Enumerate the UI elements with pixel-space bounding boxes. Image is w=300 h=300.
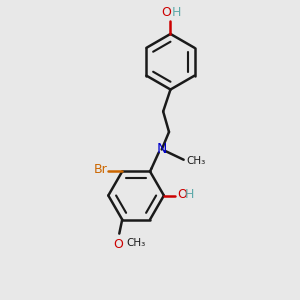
Text: O: O [177, 188, 187, 201]
Text: N: N [157, 142, 167, 157]
Text: Br: Br [93, 164, 107, 176]
Text: CH₃: CH₃ [127, 238, 146, 248]
Text: O: O [113, 238, 123, 251]
Text: O: O [161, 6, 171, 19]
Text: H: H [172, 6, 181, 19]
Text: H: H [185, 188, 194, 201]
Text: CH₃: CH₃ [186, 156, 205, 166]
